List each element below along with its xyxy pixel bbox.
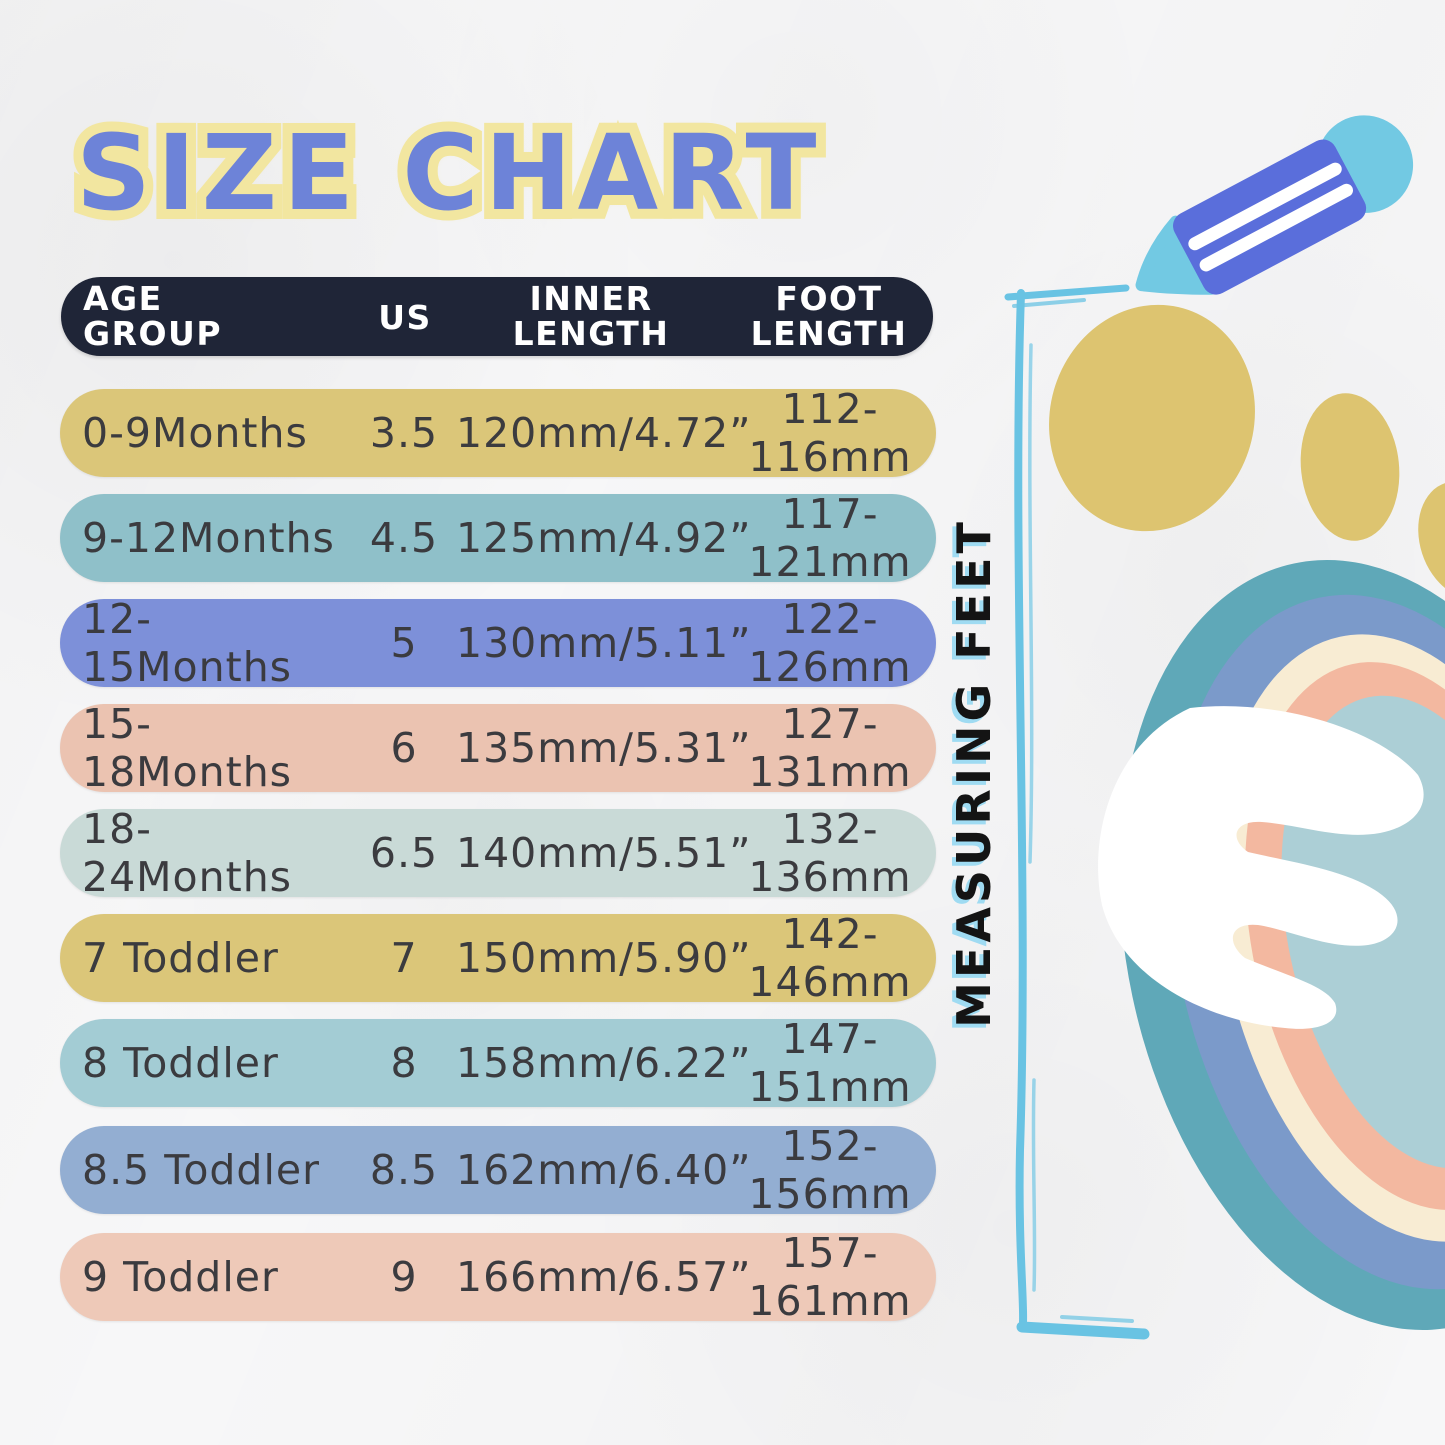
measuring-line xyxy=(1004,284,1150,1340)
inner-length-cell: 158mm/6.22” xyxy=(456,1039,752,1087)
inner-length-cell: 140mm/5.51” xyxy=(456,829,752,877)
age-group-cell: 12-15Months xyxy=(82,595,293,691)
header-age-group: AGE GROUP xyxy=(83,278,223,353)
inner-length-cell: 120mm/4.72” xyxy=(456,409,752,457)
us-size-cell: 8.5 xyxy=(369,1146,439,1194)
table-row: 0-9Months 3.5 120mm/4.72” 112-116mm xyxy=(60,385,936,481)
foot-length-cell: 122-126mm xyxy=(748,595,912,691)
foot-length-cell: 142-146mm xyxy=(748,910,912,1006)
foot-length-cell: 117-121mm xyxy=(748,490,912,586)
foot-length-cell: 112-116mm xyxy=(748,385,912,481)
us-size-cell: 6.5 xyxy=(369,829,439,877)
page-title-outline: SIZE CHART xyxy=(66,106,826,241)
inner-length-cell: 166mm/6.57” xyxy=(456,1253,752,1301)
table-row: 15-18Months 6 135mm/5.31” 127-131mm xyxy=(60,700,936,796)
inner-length-cell: 135mm/5.31” xyxy=(456,724,752,772)
us-size-cell: 4.5 xyxy=(369,514,439,562)
measuring-feet-label: MEASURING FEET xyxy=(947,518,1001,1028)
table-row: 9 Toddler 9 166mm/6.57” 157-161mm xyxy=(60,1229,936,1325)
foot-length-cell: 152-156mm xyxy=(748,1122,912,1218)
header-us: US xyxy=(378,298,432,338)
age-group-cell: 9-12Months xyxy=(82,514,335,562)
page-title-text: SIZE CHART xyxy=(76,112,823,234)
inner-length-cell: 125mm/4.92” xyxy=(456,514,752,562)
table-row: 7 Toddler 7 150mm/5.90” 142-146mm xyxy=(60,910,936,1006)
table-row: 12-15Months 5 130mm/5.11” 122-126mm xyxy=(60,595,936,691)
table-row: 8 Toddler 8 158mm/6.22” 147-151mm xyxy=(60,1015,936,1111)
age-group-cell: 8 Toddler xyxy=(82,1039,279,1087)
foot-length-cell: 127-131mm xyxy=(748,700,912,796)
age-group-cell: 7 Toddler xyxy=(82,934,279,982)
footprint-illustration xyxy=(1049,304,1445,1330)
table-row: 18-24Months 6.5 140mm/5.51” 132-136mm xyxy=(60,805,936,901)
age-group-cell: 0-9Months xyxy=(82,409,308,457)
footprint-toes xyxy=(1049,304,1445,599)
inner-length-cell: 150mm/5.90” xyxy=(456,934,752,982)
header-foot-length: FOOT LENGTH xyxy=(750,278,908,353)
table-row: 9-12Months 4.5 125mm/4.92” 117-121mm xyxy=(60,490,936,586)
us-size-cell: 7 xyxy=(390,934,418,982)
age-group-cell: 15-18Months xyxy=(82,700,293,796)
table-row: 8.5 Toddler 8.5 162mm/6.40” 152-156mm xyxy=(60,1122,936,1218)
foot-length-cell: 157-161mm xyxy=(748,1229,912,1325)
foot-length-cell: 147-151mm xyxy=(748,1015,912,1111)
us-size-cell: 5 xyxy=(390,619,418,667)
us-size-cell: 9 xyxy=(390,1253,418,1301)
inner-length-cell: 162mm/6.40” xyxy=(456,1146,752,1194)
page-title: SIZE CHART SIZE CHART xyxy=(66,106,826,241)
us-size-cell: 3.5 xyxy=(369,409,439,457)
age-group-cell: 8.5 Toddler xyxy=(82,1146,320,1194)
pencil-icon xyxy=(1135,115,1414,295)
footprint-white-swoosh xyxy=(1098,706,1424,1029)
header-inner-length: INNER LENGTH xyxy=(512,278,670,353)
age-group-cell: 9 Toddler xyxy=(82,1253,279,1301)
age-group-cell: 18-24Months xyxy=(82,805,293,901)
us-size-cell: 6 xyxy=(390,724,418,772)
us-size-cell: 8 xyxy=(390,1039,418,1087)
table-header-row: AGE GROUP US INNER LENGTH FOOT LENGTH xyxy=(61,277,933,356)
inner-length-cell: 130mm/5.11” xyxy=(456,619,752,667)
foot-length-cell: 132-136mm xyxy=(748,805,912,901)
